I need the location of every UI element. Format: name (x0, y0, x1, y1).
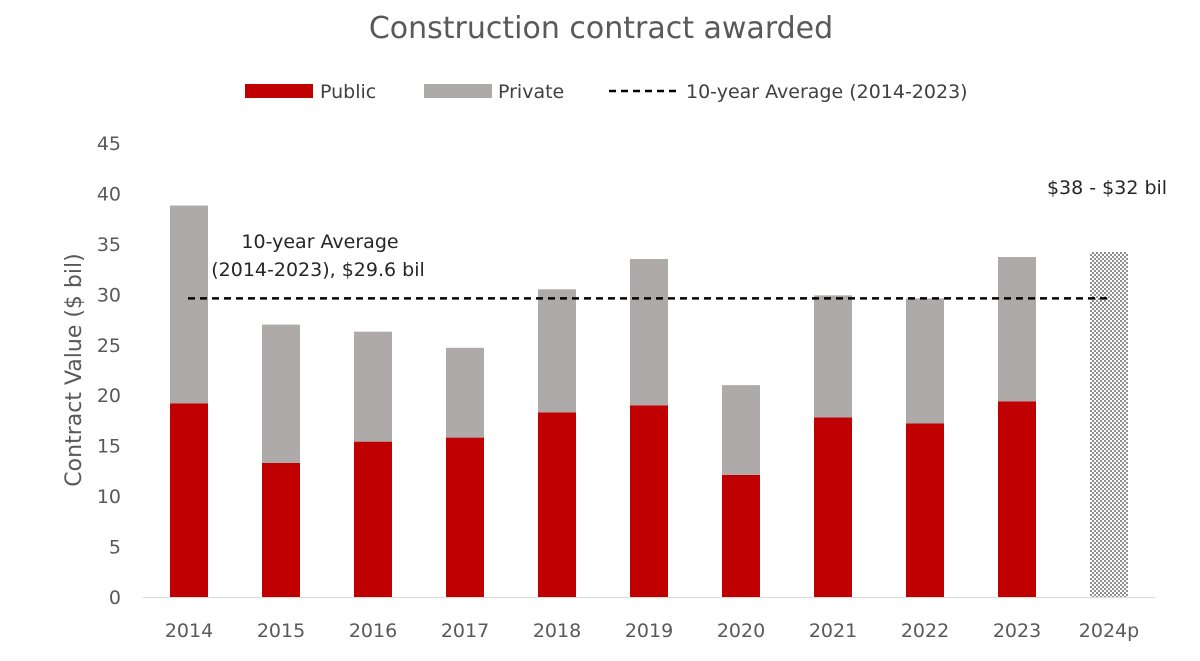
legend-label-private: Private (498, 81, 564, 103)
bar-public-2022 (906, 423, 944, 597)
y-tick-label: 25 (97, 335, 121, 357)
bar-private-2023 (998, 257, 1036, 402)
bar-public-2016 (354, 441, 392, 597)
bar-public-2014 (170, 403, 208, 597)
x-tick-label: 2018 (533, 620, 581, 642)
bar-private-2022 (906, 298, 944, 424)
y-tick-label: 0 (109, 587, 121, 609)
x-tick-label: 2015 (257, 620, 305, 642)
bar-private-2021 (814, 295, 852, 418)
x-tick-label: 2024p (1079, 620, 1139, 642)
legend-label-average: 10-year Average (2014-2023) (686, 81, 968, 103)
bar-private-2016 (354, 331, 392, 442)
legend: Public Private 10-year Average (2014-202… (245, 81, 968, 103)
legend-swatch-public (245, 84, 313, 98)
legend-swatch-private (424, 84, 492, 98)
x-axis-ticks: 2014 2015 2016 2017 2018 2019 2020 2021 2022 2023… (165, 620, 1139, 642)
bar-public-2019 (630, 405, 668, 597)
x-tick-label: 2022 (901, 620, 949, 642)
bar-public-2015 (262, 462, 300, 597)
y-tick-label: 10 (97, 486, 121, 508)
bar-private-2019 (630, 259, 668, 406)
bar-public-2021 (814, 417, 852, 597)
y-axis-title: Contract Value ($ bil) (62, 253, 87, 486)
bar-public-2020 (722, 474, 760, 597)
bar-public-2017 (446, 437, 484, 597)
bar-public-2018 (538, 412, 576, 597)
average-annotation-line2: (2014-2023), $29.6 bil (211, 259, 425, 281)
legend-label-public: Public (320, 81, 376, 103)
x-tick-label: 2020 (717, 620, 765, 642)
projection-label: $38 - $32 bil (1047, 177, 1167, 199)
y-tick-label: 40 (97, 183, 121, 205)
x-tick-label: 2021 (809, 620, 857, 642)
x-tick-label: 2019 (625, 620, 673, 642)
bars (170, 205, 1128, 597)
y-tick-label: 20 (97, 385, 121, 407)
bar-private-2020 (722, 385, 760, 475)
bar-public-2023 (998, 401, 1036, 597)
x-tick-label: 2014 (165, 620, 213, 642)
x-tick-label: 2017 (441, 620, 489, 642)
chart-title: Construction contract awarded (369, 11, 833, 46)
bar-private-2014 (170, 205, 208, 404)
bar-private-2015 (262, 324, 300, 463)
bar-private-2017 (446, 347, 484, 438)
y-tick-label: 45 (97, 133, 121, 155)
x-tick-label: 2016 (349, 620, 397, 642)
y-axis-ticks: 0 5 10 15 20 25 30 35 40 45 (97, 133, 121, 609)
average-annotation-line1: 10-year Average (241, 231, 398, 253)
y-tick-label: 35 (97, 234, 121, 256)
y-tick-label: 15 (97, 436, 121, 458)
bar-private-2018 (538, 289, 576, 413)
y-tick-label: 30 (97, 284, 121, 306)
x-tick-label: 2023 (993, 620, 1041, 642)
bar-projection-2024p (1090, 251, 1128, 597)
y-tick-label: 5 (109, 537, 121, 559)
